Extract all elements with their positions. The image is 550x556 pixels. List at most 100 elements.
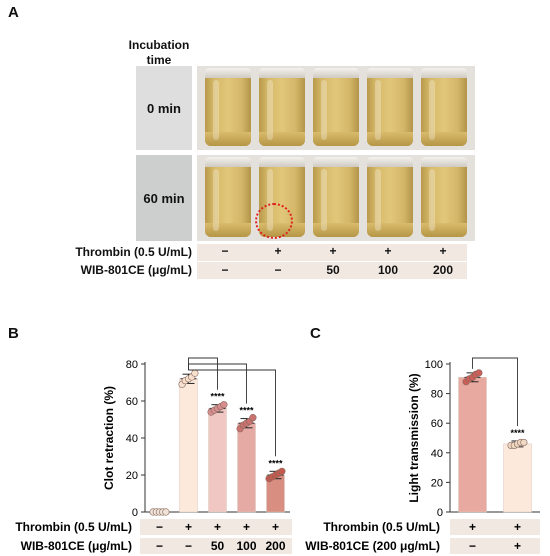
data-point (520, 438, 528, 447)
y-axis-label: Light transmission (%) (407, 373, 421, 502)
bar (208, 408, 227, 513)
significance-label: **** (210, 392, 225, 402)
vial-bottom (421, 132, 467, 146)
condition-row-bg (140, 538, 292, 554)
vial-photo-0-min (197, 66, 475, 150)
vial-cap (421, 68, 467, 78)
condition-value: 200 (265, 539, 285, 553)
vial (259, 68, 305, 146)
incubation-time-header: Incubation time (126, 38, 192, 68)
clot-retraction-chart: 0 20 40 60 80 Clot retraction (%) **** **** ****… (15, 357, 292, 554)
condition-value: 50 (211, 539, 225, 553)
data-point (220, 401, 228, 409)
significance-bracket (472, 357, 518, 426)
condition-value: 100 (236, 539, 256, 553)
panel-a-condition-value: 100 (377, 263, 399, 277)
panel-a-condition-value: 50 (326, 263, 340, 277)
panel-a-condition-value: − (221, 244, 229, 258)
y-tick-label: 20 (431, 477, 443, 489)
condition-label: Thrombin (0.5 U/mL) (323, 520, 440, 534)
vial-shine (213, 169, 219, 231)
y-tick-label: 60 (126, 396, 138, 408)
y-axis-label: Clot retraction (%) (102, 386, 116, 490)
vial-cap (313, 68, 359, 78)
vial-shine (429, 169, 435, 231)
condition-value: + (214, 520, 221, 534)
vial (421, 157, 467, 237)
vial-bottom (367, 132, 413, 146)
condition-label: WIB-801CE (200 μg/mL) (305, 539, 440, 553)
panel-a-condition-value: + (329, 244, 337, 258)
vial-photo-60-min (197, 155, 475, 241)
vial-shine (321, 80, 327, 140)
panel-a-condition-value: + (274, 244, 282, 258)
panel-a-letter: A (8, 4, 19, 21)
data-point (278, 467, 286, 475)
vial (205, 157, 251, 237)
bar (503, 443, 532, 513)
condition-value: − (469, 539, 476, 553)
time-label-60-min: 60 min (136, 155, 192, 241)
significance-label: **** (510, 428, 525, 438)
panel-a-condition-value: − (274, 263, 282, 277)
bar (458, 377, 487, 513)
condition-value: + (469, 520, 476, 534)
vial-shine (267, 169, 273, 231)
vial-shine (267, 80, 273, 140)
significance-label: **** (239, 406, 254, 416)
panel-a-thrombin-row-bg (197, 244, 467, 261)
y-tick-label: 80 (431, 389, 443, 401)
panel-a-wib-label: WIB-801CE (μg/mL) (80, 263, 192, 277)
vial-cap (367, 157, 413, 167)
significance-bracket (188, 369, 276, 457)
condition-value: + (514, 520, 521, 534)
significance-bracket (188, 363, 247, 404)
panel-b-letter: B (8, 325, 19, 342)
vial-cap (205, 68, 251, 78)
vial (313, 157, 359, 237)
vial-bottom (421, 223, 467, 237)
condition-value: − (156, 520, 163, 534)
panel-a-condition-value: + (439, 244, 447, 258)
vial-bottom (259, 132, 305, 146)
bar (179, 378, 198, 513)
vial-shine (375, 169, 381, 231)
vial (313, 68, 359, 146)
vial (367, 157, 413, 237)
y-tick-label: 20 (126, 470, 138, 482)
bar (237, 422, 256, 513)
y-tick-label: 0 (437, 507, 443, 519)
y-tick-label: 0 (132, 507, 138, 519)
vial-shine (321, 169, 327, 231)
panel-a-thrombin-label: Thrombin (0.5 U/mL) (75, 245, 192, 259)
condition-row-bg (450, 519, 540, 535)
vial-shine (213, 80, 219, 140)
vial-cap (313, 157, 359, 167)
y-tick-label: 80 (126, 359, 138, 371)
vial-cap (367, 68, 413, 78)
y-tick-label: 40 (431, 448, 443, 460)
significance-label: **** (268, 458, 283, 468)
vial-shine (375, 80, 381, 140)
vial-cap (205, 157, 251, 167)
condition-value: + (243, 520, 250, 534)
panel-a-condition-value: − (221, 263, 229, 277)
vial-cap (259, 157, 305, 167)
clot-circle-marker (255, 203, 293, 239)
vial-cap (421, 157, 467, 167)
vial-bottom (205, 132, 251, 146)
condition-row-bg (140, 519, 292, 535)
vial-cap (259, 68, 305, 78)
y-tick-label: 100 (425, 359, 443, 371)
panel-a-condition-value: + (384, 244, 392, 258)
vial-bottom (313, 223, 359, 237)
vial (421, 68, 467, 146)
vial-bottom (205, 223, 251, 237)
data-point (191, 369, 199, 377)
y-tick-label: 40 (126, 433, 138, 445)
data-point (249, 414, 257, 422)
condition-label: WIB-801CE (μg/mL) (21, 539, 132, 553)
condition-value: + (272, 520, 279, 534)
condition-value: − (185, 539, 192, 553)
vial-bottom (313, 132, 359, 146)
